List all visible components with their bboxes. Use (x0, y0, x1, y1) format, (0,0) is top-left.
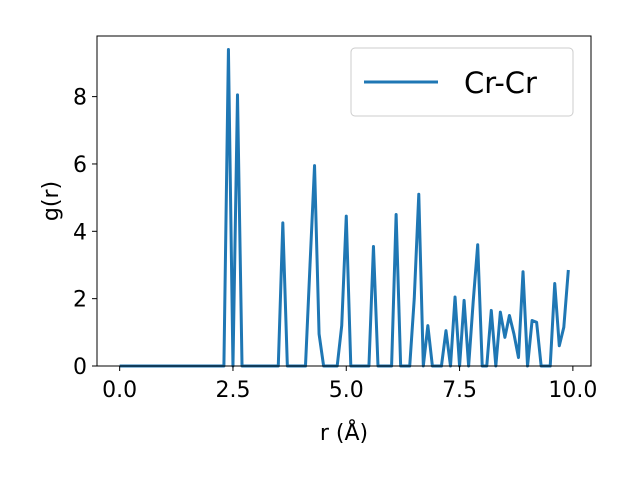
x-axis-label: r (Å) (320, 419, 368, 446)
y-tick-label: 2 (73, 288, 87, 313)
x-axis: 0.0 2.5 5.0 7.5 10.0 (102, 366, 597, 403)
legend-label-cr-cr: Cr-Cr (464, 66, 537, 100)
legend-box (350, 47, 574, 117)
y-tick-label: 0 (73, 355, 87, 380)
legend: Cr-Cr (350, 47, 574, 117)
x-tick-label: 7.5 (442, 378, 477, 403)
x-tick-label: 5.0 (329, 378, 364, 403)
axes-frame (96, 35, 592, 367)
y-tick-label: 4 (73, 220, 87, 245)
x-tick-label: 0.0 (102, 378, 137, 403)
x-tick-label: 10.0 (548, 378, 597, 403)
y-tick-label: 6 (73, 153, 87, 178)
y-axis: 0 2 4 6 8 (73, 86, 97, 380)
y-axis-label: g(r) (39, 181, 64, 221)
y-tick-label: 8 (73, 86, 87, 111)
x-tick-label: 2.5 (215, 378, 250, 403)
